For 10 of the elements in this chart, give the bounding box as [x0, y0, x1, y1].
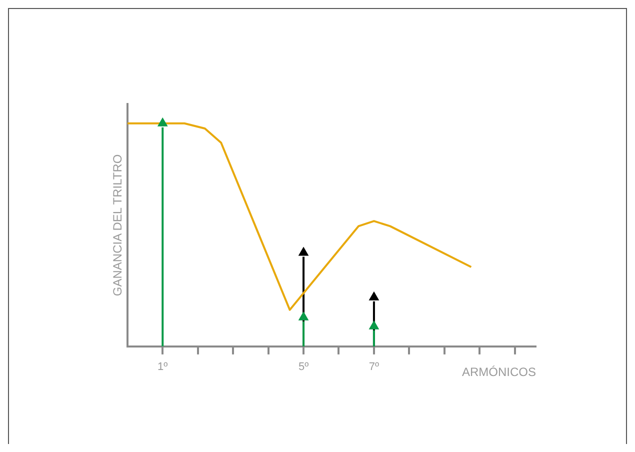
y-axis-title: GANANCIA DEL TRILTRO: [110, 154, 125, 296]
point: [298, 247, 308, 256]
point: [298, 312, 308, 320]
point: [369, 292, 379, 300]
x-tick-label: 7º: [368, 361, 380, 374]
point: [369, 320, 379, 330]
point: [158, 118, 168, 126]
x-tick-label: 5º: [298, 361, 309, 374]
x-axis-title: ARMÓNICOS: [462, 365, 536, 380]
x-tick-label: 1º: [158, 361, 168, 374]
